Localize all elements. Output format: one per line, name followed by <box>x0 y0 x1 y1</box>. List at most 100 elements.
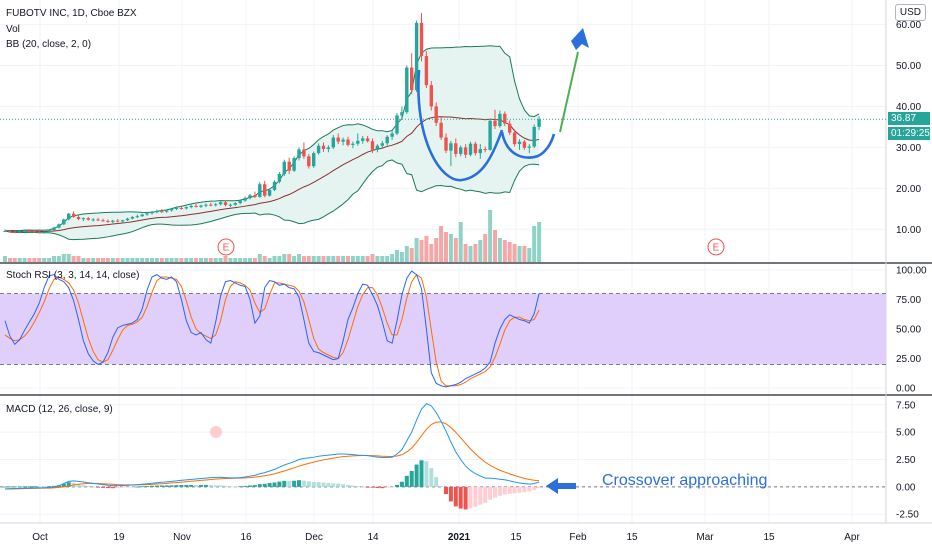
macd-hist-bar <box>257 484 262 487</box>
macd-hist-bar <box>154 485 159 487</box>
macd-tick-label: 0.00 <box>896 482 916 493</box>
macd-hist-bar <box>3 486 7 488</box>
candle-body <box>449 143 453 151</box>
macd-hist-bar <box>453 486 458 507</box>
candle-body <box>140 214 144 217</box>
volume-bar <box>311 256 316 262</box>
last-price-label: 36.87 <box>888 112 930 126</box>
macd-hist-bar <box>409 470 414 487</box>
candle-body <box>120 220 125 222</box>
macd-tick-label: 5.00 <box>896 428 916 439</box>
volume-bar <box>321 256 326 262</box>
volume-bar <box>101 258 105 262</box>
volume-bar <box>350 256 355 262</box>
candle-body <box>380 143 384 146</box>
volume-bar <box>404 246 409 262</box>
candle-body <box>199 205 203 207</box>
candle-body <box>67 213 71 220</box>
macd-hist-bar <box>463 486 468 510</box>
candle-body <box>395 115 399 134</box>
candle-body <box>135 216 139 218</box>
x-tick-label: Feb <box>569 532 587 543</box>
candle-body <box>71 213 76 217</box>
currency-button[interactable]: USD <box>894 4 926 21</box>
volume-bar <box>194 258 199 262</box>
candle-body <box>27 230 32 232</box>
crossover-arrow-icon <box>546 478 576 494</box>
earnings-marker <box>217 238 235 256</box>
macd-hist-bar <box>145 486 150 487</box>
macd-hist-bar <box>140 486 145 488</box>
candle-body <box>414 22 419 91</box>
volume-bar <box>42 258 47 262</box>
candle-body <box>522 141 527 148</box>
candle-body <box>258 184 262 197</box>
candle-body <box>503 113 507 124</box>
macd-hist-bar <box>522 486 527 493</box>
x-tick-label: Dec <box>305 532 323 543</box>
volume-bar <box>512 244 517 262</box>
macd-tick-label: -2.50 <box>896 510 919 521</box>
macd-hist-bar <box>238 486 243 488</box>
candle-body <box>351 143 355 145</box>
candle-body <box>155 211 159 213</box>
volume-bar <box>3 256 7 262</box>
crossover-annotation: Crossover approaching <box>602 472 768 489</box>
candle-body <box>277 173 282 182</box>
volume-bar <box>91 258 96 262</box>
volume-bar <box>61 254 66 262</box>
volume-bar <box>32 258 37 262</box>
volume-bar <box>483 234 488 262</box>
volume-bar <box>71 256 76 262</box>
candle-body <box>218 202 223 205</box>
volume-bar <box>174 258 179 262</box>
macd-hist-bar <box>424 461 429 487</box>
bb-lower <box>4 159 540 241</box>
stoch-rsi-panel <box>0 270 886 388</box>
x-tick-label: 2021 <box>448 532 471 543</box>
macd-hist-bar <box>458 486 463 509</box>
macd-hist-bar <box>488 486 493 500</box>
macd-hist-bar <box>277 481 282 487</box>
bb-basis <box>4 116 540 233</box>
price-tick-label: 40.00 <box>896 102 921 113</box>
macd-hist-bar <box>282 480 287 487</box>
macd-hist-bar <box>375 486 380 489</box>
volume-bar <box>179 258 184 262</box>
volume-bar <box>419 240 424 262</box>
volume-bar <box>497 238 502 262</box>
macd-hist-bar <box>86 486 91 487</box>
volume-bar <box>248 258 252 262</box>
candle-body <box>91 219 95 221</box>
stoch-band-fill <box>0 293 886 365</box>
macd-hist-bar <box>497 486 502 496</box>
macd-hist-bar <box>385 486 390 488</box>
volume-bar <box>527 248 532 262</box>
candle-body <box>194 205 198 207</box>
volume-bar <box>184 258 189 262</box>
macd-hist-bar <box>96 486 101 488</box>
macd-hist-bar <box>208 485 213 487</box>
volume-bar <box>125 258 130 262</box>
volume-bar <box>360 256 365 262</box>
macd-hist-bar <box>448 486 453 502</box>
candle-body <box>493 120 497 127</box>
volume-bar <box>444 232 448 262</box>
candle-body <box>228 204 233 206</box>
candle-body <box>86 218 90 220</box>
volume-bar <box>12 258 17 262</box>
candle-body <box>488 120 492 150</box>
macd-hist-bar <box>66 482 71 487</box>
candle-body <box>263 184 267 196</box>
candle-body <box>316 145 321 154</box>
macd-hist-bar <box>32 486 37 488</box>
stoch-tick-label: 25.00 <box>896 354 921 365</box>
macd-hist-bar <box>507 486 512 494</box>
macd-hist-bar <box>27 486 32 488</box>
candle-body <box>370 141 375 150</box>
candle-body <box>365 138 370 142</box>
candle-body <box>209 204 213 206</box>
volume-bar <box>297 254 301 262</box>
macd-hist-bar <box>439 486 444 487</box>
